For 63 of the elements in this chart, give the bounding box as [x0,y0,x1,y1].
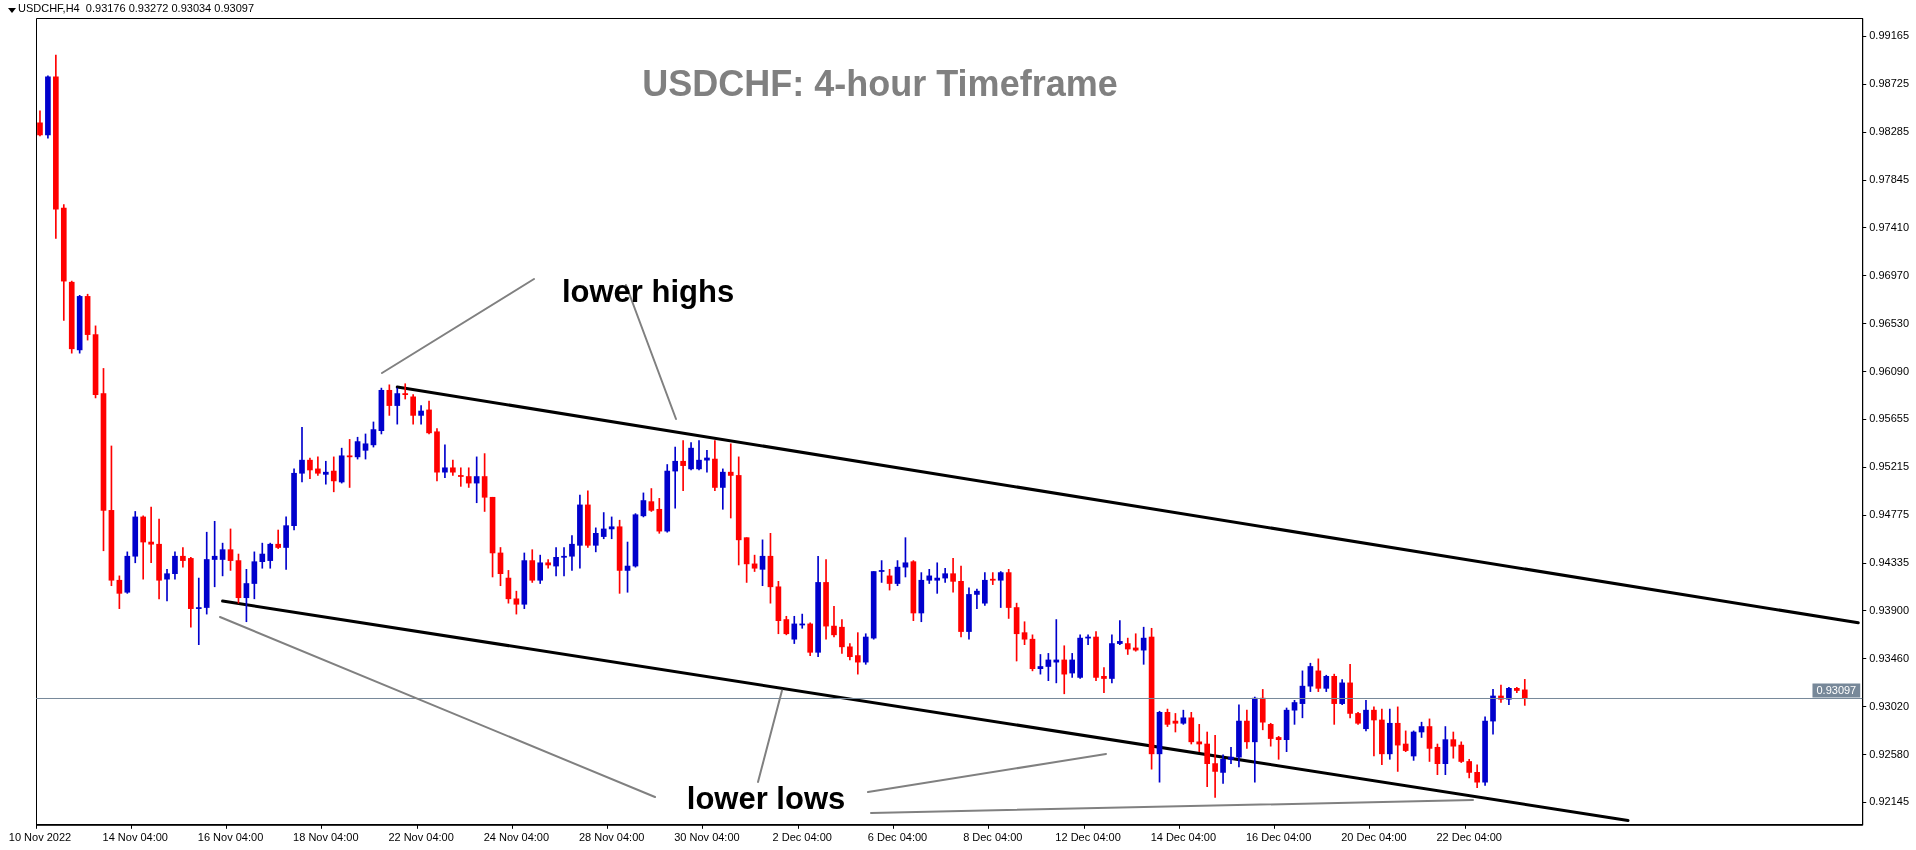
candlestick [934,562,941,594]
y-tick-label: 0.96970 [1869,268,1909,281]
annotation: lower highs [561,273,735,309]
x-tick-label: 10 Nov 2022 [8,831,72,844]
candlestick [680,440,686,492]
candlestick [457,467,464,487]
x-tick-label: 8 Dec 04:00 [963,831,1023,844]
x-tick-label: 18 Nov 04:00 [293,831,359,844]
candlestick [275,529,282,549]
x-tick-label: 6 Dec 04:00 [867,831,928,844]
x-tick-label: 14 Dec 04:00 [1150,831,1217,844]
y-tick-label: 0.98285 [1869,125,1909,138]
candlestick [1117,620,1123,645]
candlestick [1101,667,1107,694]
y-tick-label: 0.97410 [1869,220,1909,233]
candlestick [989,572,996,585]
y-tick-label: 0.97845 [1869,173,1909,186]
y-tick-label: 0.99165 [1869,29,1909,42]
y-tick-label: 0.94335 [1869,556,1909,569]
candlestick [148,506,154,564]
y-tick-label: 0.95655 [1869,412,1909,425]
candlestick [402,383,409,400]
annotation: lower lows [686,780,846,816]
candlestick [164,569,170,602]
x-tick-label: 20 Dec 04:00 [1341,831,1407,844]
candlestick [1212,734,1218,798]
x-tick-label: 22 Dec 04:00 [1436,831,1502,844]
x-tick-label: 30 Nov 04:00 [674,831,740,844]
x-tick-label: 16 Dec 04:00 [1245,831,1312,844]
candlestick [997,571,1004,608]
y-tick-label: 0.96530 [1869,316,1909,329]
candlestick [473,456,480,504]
y-tick-label: 0.93900 [1869,603,1909,616]
text: USDCHF: 4-hour Timeframe [642,62,1118,104]
y-tick-label: 0.95215 [1869,460,1909,473]
candlestick [1228,746,1234,764]
y-tick-label: 0.93460 [1869,651,1909,664]
x-tick-label: 22 Nov 04:00 [388,831,454,844]
x-tick-label: 12 Dec 04:00 [1055,831,1121,844]
candlestick [195,577,202,645]
y-tick-label: 0.92145 [1869,795,1909,808]
y-tick-label: 0.94775 [1869,508,1909,521]
candlestick [950,558,956,593]
x-tick-label: 28 Nov 04:00 [578,831,645,844]
candlestick [1196,724,1203,752]
candlestick [442,444,448,478]
y-tick-label: 0.93020 [1869,699,1909,712]
candlestick [561,547,567,577]
text: USDCHF,H4 0.93176 0.93272 0.93034 0.93097 [18,2,255,15]
candlestick [727,443,734,519]
y-tick-label: 0.92580 [1869,747,1909,760]
x-tick-label: 16 Nov 04:00 [197,831,264,844]
candlestick [672,446,679,509]
candlestick [1371,706,1377,757]
y-tick-label: 0.96090 [1869,364,1909,377]
x-tick-label: 24 Nov 04:00 [483,831,550,844]
candlestick [974,588,980,609]
ref-line-label: 0.93097 [1816,683,1857,696]
y-tick-label: 0.98725 [1869,77,1909,90]
candlestick [322,460,329,485]
x-tick-label: 14 Nov 04:00 [102,831,168,844]
x-tick-label: 2 Dec 04:00 [772,831,832,844]
candlestick [854,632,861,675]
